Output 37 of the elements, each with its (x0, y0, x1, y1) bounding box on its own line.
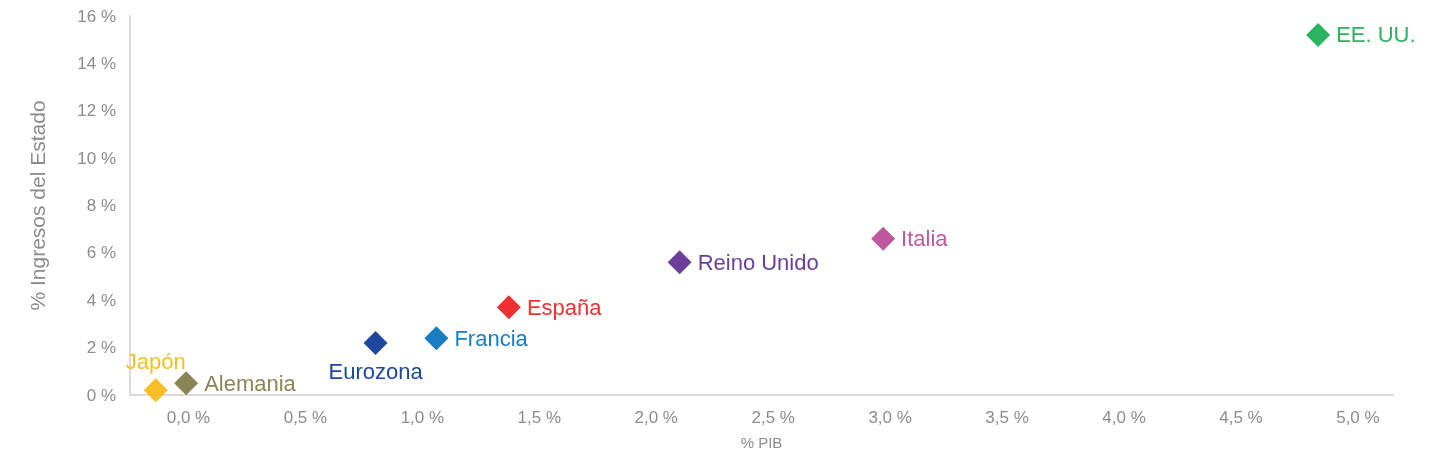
x-tick-label: 5,0 % (1336, 408, 1380, 427)
series-label: Eurozona (328, 359, 424, 385)
y-tick-label: 2 % (86, 338, 116, 358)
series-label: Italia (901, 226, 949, 252)
y-tick-label: 16 % (77, 6, 116, 26)
series-label: Reino Unido (697, 249, 819, 275)
y-axis-title: % Ingresos del Estado (26, 100, 49, 311)
y-tick-label: 8 % (86, 196, 116, 215)
y-tick-label: 4 % (86, 290, 116, 310)
series-label: España (526, 294, 603, 320)
point (667, 250, 692, 275)
x-tick-label: 3,0 % (868, 408, 912, 427)
point (496, 295, 521, 320)
x-tick-label: 3,5 % (985, 408, 1029, 427)
x-tick-label: 4,0 % (1102, 408, 1146, 427)
point (871, 226, 896, 251)
y-tick-label: 14 % (77, 53, 116, 73)
x-tick-label: 0,5 % (283, 408, 328, 427)
point (363, 330, 388, 355)
point (424, 326, 449, 351)
y-tick-label: 12 % (77, 101, 116, 121)
x-axis-title: % PIB (740, 434, 783, 451)
x-tick-label: 1,5 % (517, 408, 562, 427)
x-tick-label: 4,5 % (1219, 408, 1263, 427)
y-tick-label: 10 % (77, 148, 116, 168)
x-tick-label: 1,0 % (400, 408, 445, 427)
series-label: Japón (125, 348, 186, 374)
series-label: EE. UU. (1336, 22, 1416, 48)
x-tick-label: 0,0 % (166, 408, 211, 427)
point (1306, 22, 1331, 47)
x-tick-label: 2,0 % (634, 408, 678, 427)
series-label: Francia (454, 325, 529, 351)
x-tick-label: 2,5 % (751, 408, 795, 427)
point (143, 378, 168, 403)
y-tick-label: 6 % (86, 243, 116, 263)
y-tick-label: 0 % (86, 385, 116, 405)
series-label: Alemania (204, 370, 297, 396)
